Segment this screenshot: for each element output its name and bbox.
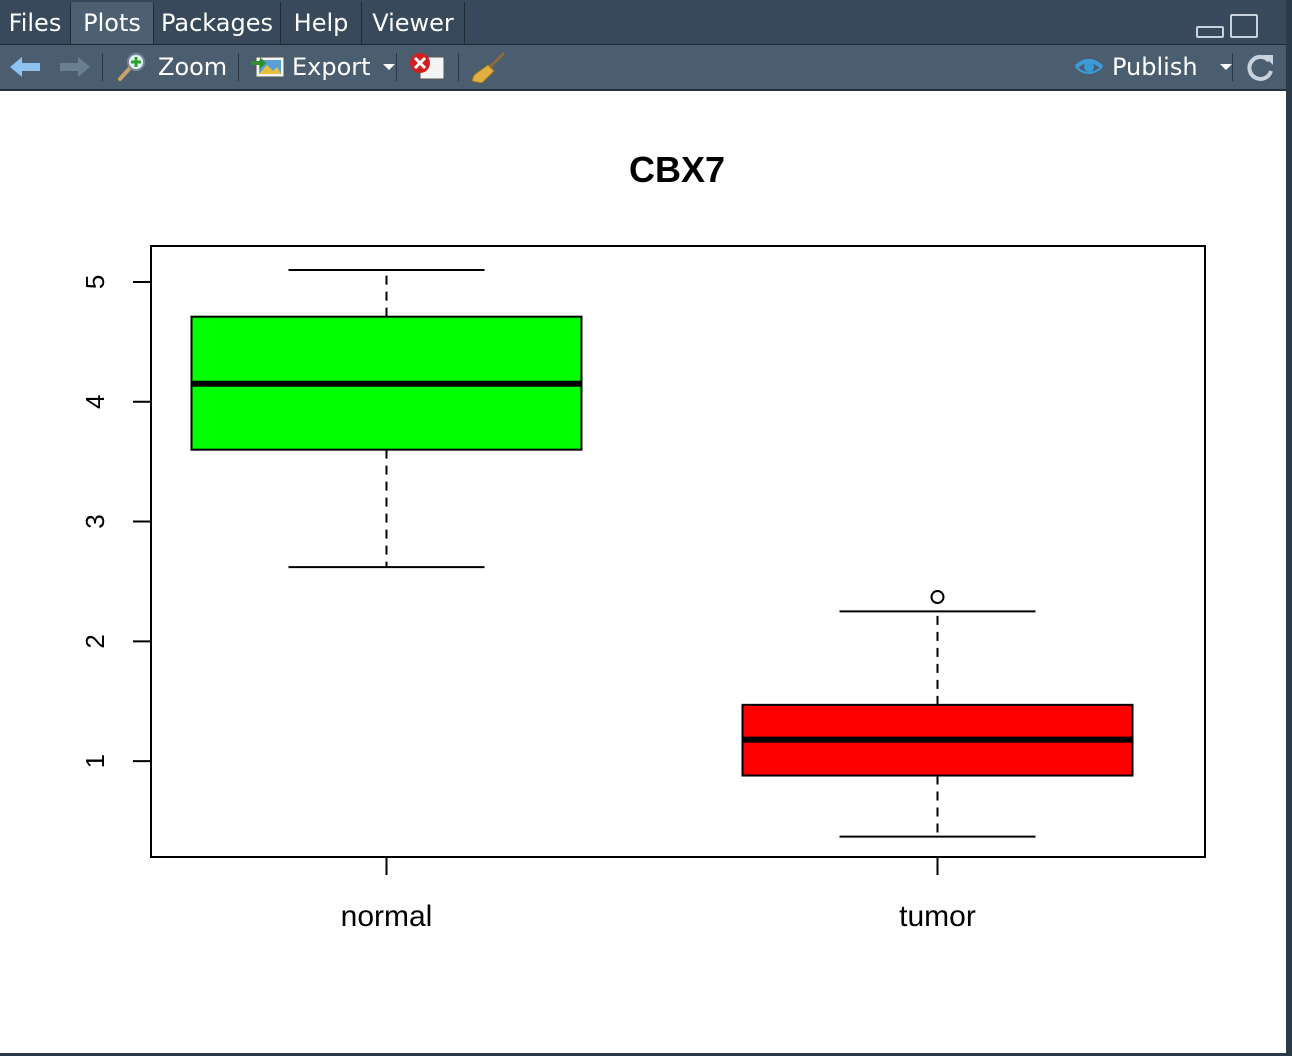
remove-plot-button[interactable]	[406, 45, 446, 89]
back-button[interactable]	[8, 45, 42, 89]
back-arrow-icon	[10, 57, 40, 77]
export-button[interactable]: Export	[250, 45, 395, 89]
maximize-icon[interactable]	[1230, 14, 1258, 38]
y-axis: 1 2 3 4 5	[80, 275, 151, 768]
export-image-icon	[251, 56, 285, 78]
y-tick-label: 3	[80, 514, 110, 528]
pane-border	[0, 1053, 1292, 1056]
plot-frame	[150, 245, 1206, 858]
broom-icon	[471, 51, 506, 83]
boxplot-series	[190, 268, 1134, 838]
toolbar-separator	[238, 53, 239, 81]
tab-packages[interactable]: Packages	[154, 2, 281, 44]
y-tick-label: 1	[80, 754, 110, 768]
chart-title: CBX7	[629, 149, 725, 190]
forward-button[interactable]	[58, 45, 92, 89]
x-axis: normal tumor	[341, 857, 976, 933]
window-controls	[1196, 12, 1266, 40]
pane-border	[1286, 0, 1292, 1056]
tab-files[interactable]: Files	[0, 2, 71, 44]
refresh-button[interactable]	[1244, 45, 1276, 89]
y-tick-label: 2	[80, 634, 110, 648]
tab-viewer[interactable]: Viewer	[362, 2, 465, 44]
x-tick-label: normal	[341, 900, 433, 933]
outlier-point	[930, 590, 945, 605]
box-tumor	[741, 590, 1134, 838]
pane-tab-bar: Files Plots Packages Help Viewer	[0, 0, 1286, 45]
chevron-down-icon	[382, 64, 395, 70]
export-label: Export	[292, 53, 371, 81]
clear-all-plots-button[interactable]	[468, 45, 508, 89]
y-tick-label: 4	[80, 395, 110, 409]
plot-area: CBX7 1 2 3 4 5 normal tumor	[0, 91, 1286, 1053]
refresh-icon	[1247, 54, 1273, 81]
publish-icon	[1074, 59, 1104, 74]
remove-plot-icon	[410, 53, 445, 80]
zoom-button[interactable]: Zoom	[116, 45, 227, 89]
boxplot-chart: CBX7 1 2 3 4 5 normal tumor	[80, 149, 1206, 933]
tab-help[interactable]: Help	[281, 2, 362, 44]
toolbar-separator	[102, 53, 103, 81]
toolbar-separator	[396, 53, 397, 81]
minimize-icon[interactable]	[1196, 26, 1224, 38]
publish-label: Publish	[1112, 53, 1198, 81]
forward-arrow-icon	[60, 57, 90, 77]
x-tick-label: tumor	[899, 900, 976, 933]
zoom-label: Zoom	[158, 53, 228, 81]
toolbar-separator	[1232, 53, 1233, 81]
publish-button[interactable]: Publish	[1072, 45, 1232, 89]
toolbar-separator	[458, 53, 459, 81]
plots-toolbar: Zoom Export	[0, 45, 1286, 91]
y-tick-label: 5	[80, 275, 110, 289]
chevron-down-icon	[1219, 64, 1232, 70]
box-normal	[190, 268, 583, 569]
zoom-icon	[118, 53, 145, 81]
tab-plots[interactable]: Plots	[71, 2, 154, 44]
